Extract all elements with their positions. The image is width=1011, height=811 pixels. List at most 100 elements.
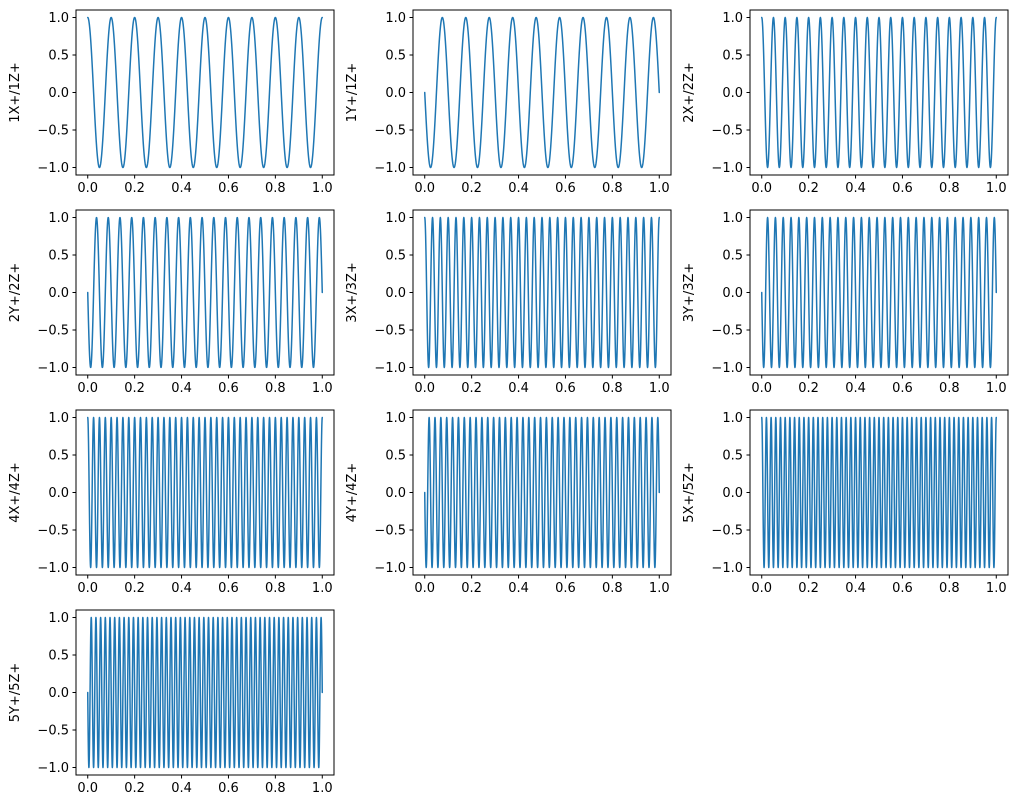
y-tick-label: −1.0 — [374, 161, 406, 176]
waveform-line — [423, 216, 661, 369]
x-tick-label: 0.6 — [218, 581, 239, 596]
subplot-5y-5z-: 0.0 0.2 0.4 0.6 0.8 1.0 1.0 0.5 0.0 −0.5 −1.0 5Y+/5… — [8, 609, 335, 796]
x-tick-label: 0.2 — [461, 381, 482, 396]
x-tick-label: 0.2 — [124, 181, 145, 196]
subplot-ylabel: 5X+/5Z+ — [682, 462, 697, 523]
y-tick-label: 0.0 — [722, 486, 743, 501]
x-tick-label: 0.6 — [218, 781, 239, 796]
subplot-2x-2z-: 0.0 0.2 0.4 0.6 0.8 1.0 1.0 0.5 0.0 −0.5 −1.0 2X+/2… — [682, 9, 1009, 196]
y-tick-label: −0.5 — [37, 524, 69, 539]
y-tick-labels: 1.0 0.5 0.0 −0.5 −1.0 — [37, 211, 69, 376]
x-tick-label: 0.0 — [751, 181, 772, 196]
waveform-line — [86, 616, 324, 769]
subplot-ylabel: 2Y+/2Z+ — [8, 263, 23, 323]
y-tick-label: 0.0 — [385, 486, 406, 501]
x-tick-label: 0.8 — [265, 581, 286, 596]
x-tick-label: 0.0 — [414, 581, 435, 596]
waveform-line — [86, 216, 324, 369]
x-tick-label: 0.4 — [845, 381, 866, 396]
y-tick-label: −0.5 — [711, 524, 743, 539]
x-tick-label: 0.0 — [414, 181, 435, 196]
x-tick-label: 0.2 — [461, 181, 482, 196]
x-tick-label: 0.6 — [555, 581, 576, 596]
x-tick-label: 0.2 — [798, 381, 819, 396]
y-tick-label: 0.0 — [48, 86, 69, 101]
x-tick-label: 0.4 — [171, 181, 192, 196]
x-tick-label: 0.8 — [602, 181, 623, 196]
y-tick-label: −0.5 — [374, 524, 406, 539]
x-tick-label: 0.0 — [751, 381, 772, 396]
y-tick-label: 0.5 — [722, 449, 743, 464]
subplot-ylabel: 3Y+/3Z+ — [682, 263, 697, 323]
y-tick-label: 1.0 — [722, 411, 743, 426]
x-tick-label: 0.8 — [265, 181, 286, 196]
x-tick-label: 1.0 — [312, 581, 333, 596]
x-tick-label: 1.0 — [312, 181, 333, 196]
y-tick-label: 0.5 — [722, 249, 743, 264]
subplot-ylabel: 4Y+/4Z+ — [345, 463, 360, 523]
x-tick-label: 0.0 — [77, 581, 98, 596]
y-tick-label: 1.0 — [48, 411, 69, 426]
y-tick-label: 1.0 — [48, 211, 69, 226]
y-tick-label: −1.0 — [37, 361, 69, 376]
waveform-line — [423, 416, 661, 569]
subplot-5x-5z-: 0.0 0.2 0.4 0.6 0.8 1.0 1.0 0.5 0.0 −0.5 −1.0 5X+/5… — [682, 409, 1009, 596]
y-tick-label: 0.5 — [48, 249, 69, 264]
x-tick-label: 0.2 — [124, 381, 145, 396]
y-tick-label: 0.5 — [48, 449, 69, 464]
x-tick-label: 0.8 — [265, 381, 286, 396]
x-tick-label: 0.8 — [939, 181, 960, 196]
y-tick-label: 0.0 — [48, 686, 69, 701]
axes-frame — [75, 9, 335, 176]
y-tick-label: 1.0 — [722, 11, 743, 26]
y-tick-labels: 1.0 0.5 0.0 −0.5 −1.0 — [711, 11, 743, 176]
x-tick-labels: 0.0 0.2 0.4 0.6 0.8 1.0 — [751, 181, 1006, 196]
x-tick-label: 0.0 — [77, 381, 98, 396]
y-tick-labels: 1.0 0.5 0.0 −0.5 −1.0 — [37, 611, 69, 776]
x-tick-label: 0.0 — [77, 181, 98, 196]
waveform-line — [760, 416, 998, 569]
subplot-ylabel: 1Y+/1Z+ — [345, 63, 360, 123]
y-tick-label: −0.5 — [37, 724, 69, 739]
y-tick-label: 0.5 — [48, 649, 69, 664]
x-tick-labels: 0.0 0.2 0.4 0.6 0.8 1.0 — [77, 781, 332, 796]
y-tick-label: 0.0 — [48, 486, 69, 501]
subplot-3y-3z-: 0.0 0.2 0.4 0.6 0.8 1.0 1.0 0.5 0.0 −0.5 −1.0 3Y+/3… — [682, 209, 1009, 396]
x-tick-label: 0.8 — [939, 381, 960, 396]
y-tick-label: 1.0 — [385, 11, 406, 26]
subplot-ylabel: 5Y+/5Z+ — [8, 663, 23, 723]
x-tick-label: 0.4 — [845, 581, 866, 596]
waveform-line — [86, 16, 324, 169]
x-tick-label: 0.6 — [555, 181, 576, 196]
x-tick-label: 1.0 — [312, 781, 333, 796]
x-tick-label: 0.6 — [218, 381, 239, 396]
x-tick-label: 0.2 — [798, 581, 819, 596]
subplot-3x-3z-: 0.0 0.2 0.4 0.6 0.8 1.0 1.0 0.5 0.0 −0.5 −1.0 3X+/3… — [345, 209, 672, 396]
x-tick-label: 1.0 — [649, 581, 670, 596]
y-tick-label: −1.0 — [711, 361, 743, 376]
y-tick-labels: 1.0 0.5 0.0 −0.5 −1.0 — [37, 11, 69, 176]
x-tick-labels: 0.0 0.2 0.4 0.6 0.8 1.0 — [77, 181, 332, 196]
x-tick-label: 0.6 — [892, 581, 913, 596]
y-tick-label: 1.0 — [385, 411, 406, 426]
x-tick-label: 0.0 — [77, 781, 98, 796]
x-tick-label: 1.0 — [986, 181, 1007, 196]
y-tick-label: −1.0 — [37, 161, 69, 176]
x-tick-label: 0.6 — [555, 381, 576, 396]
subplot-ylabel: 4X+/4Z+ — [8, 462, 23, 523]
subplot-1y-1z-: 0.0 0.2 0.4 0.6 0.8 1.0 1.0 0.5 0.0 −0.5 −1.0 1Y+/1… — [345, 9, 672, 196]
y-tick-label: 0.5 — [48, 49, 69, 64]
subplot-ylabel: 2X+/2Z+ — [682, 62, 697, 123]
x-tick-label: 0.4 — [845, 181, 866, 196]
y-tick-labels: 1.0 0.5 0.0 −0.5 −1.0 — [374, 411, 406, 576]
x-tick-label: 0.6 — [892, 381, 913, 396]
x-tick-label: 1.0 — [649, 181, 670, 196]
y-tick-label: −1.0 — [711, 561, 743, 576]
waveform-line — [760, 216, 998, 369]
x-tick-label: 0.2 — [124, 781, 145, 796]
x-tick-label: 0.6 — [218, 181, 239, 196]
y-tick-label: −1.0 — [711, 161, 743, 176]
x-tick-label: 1.0 — [986, 581, 1007, 596]
